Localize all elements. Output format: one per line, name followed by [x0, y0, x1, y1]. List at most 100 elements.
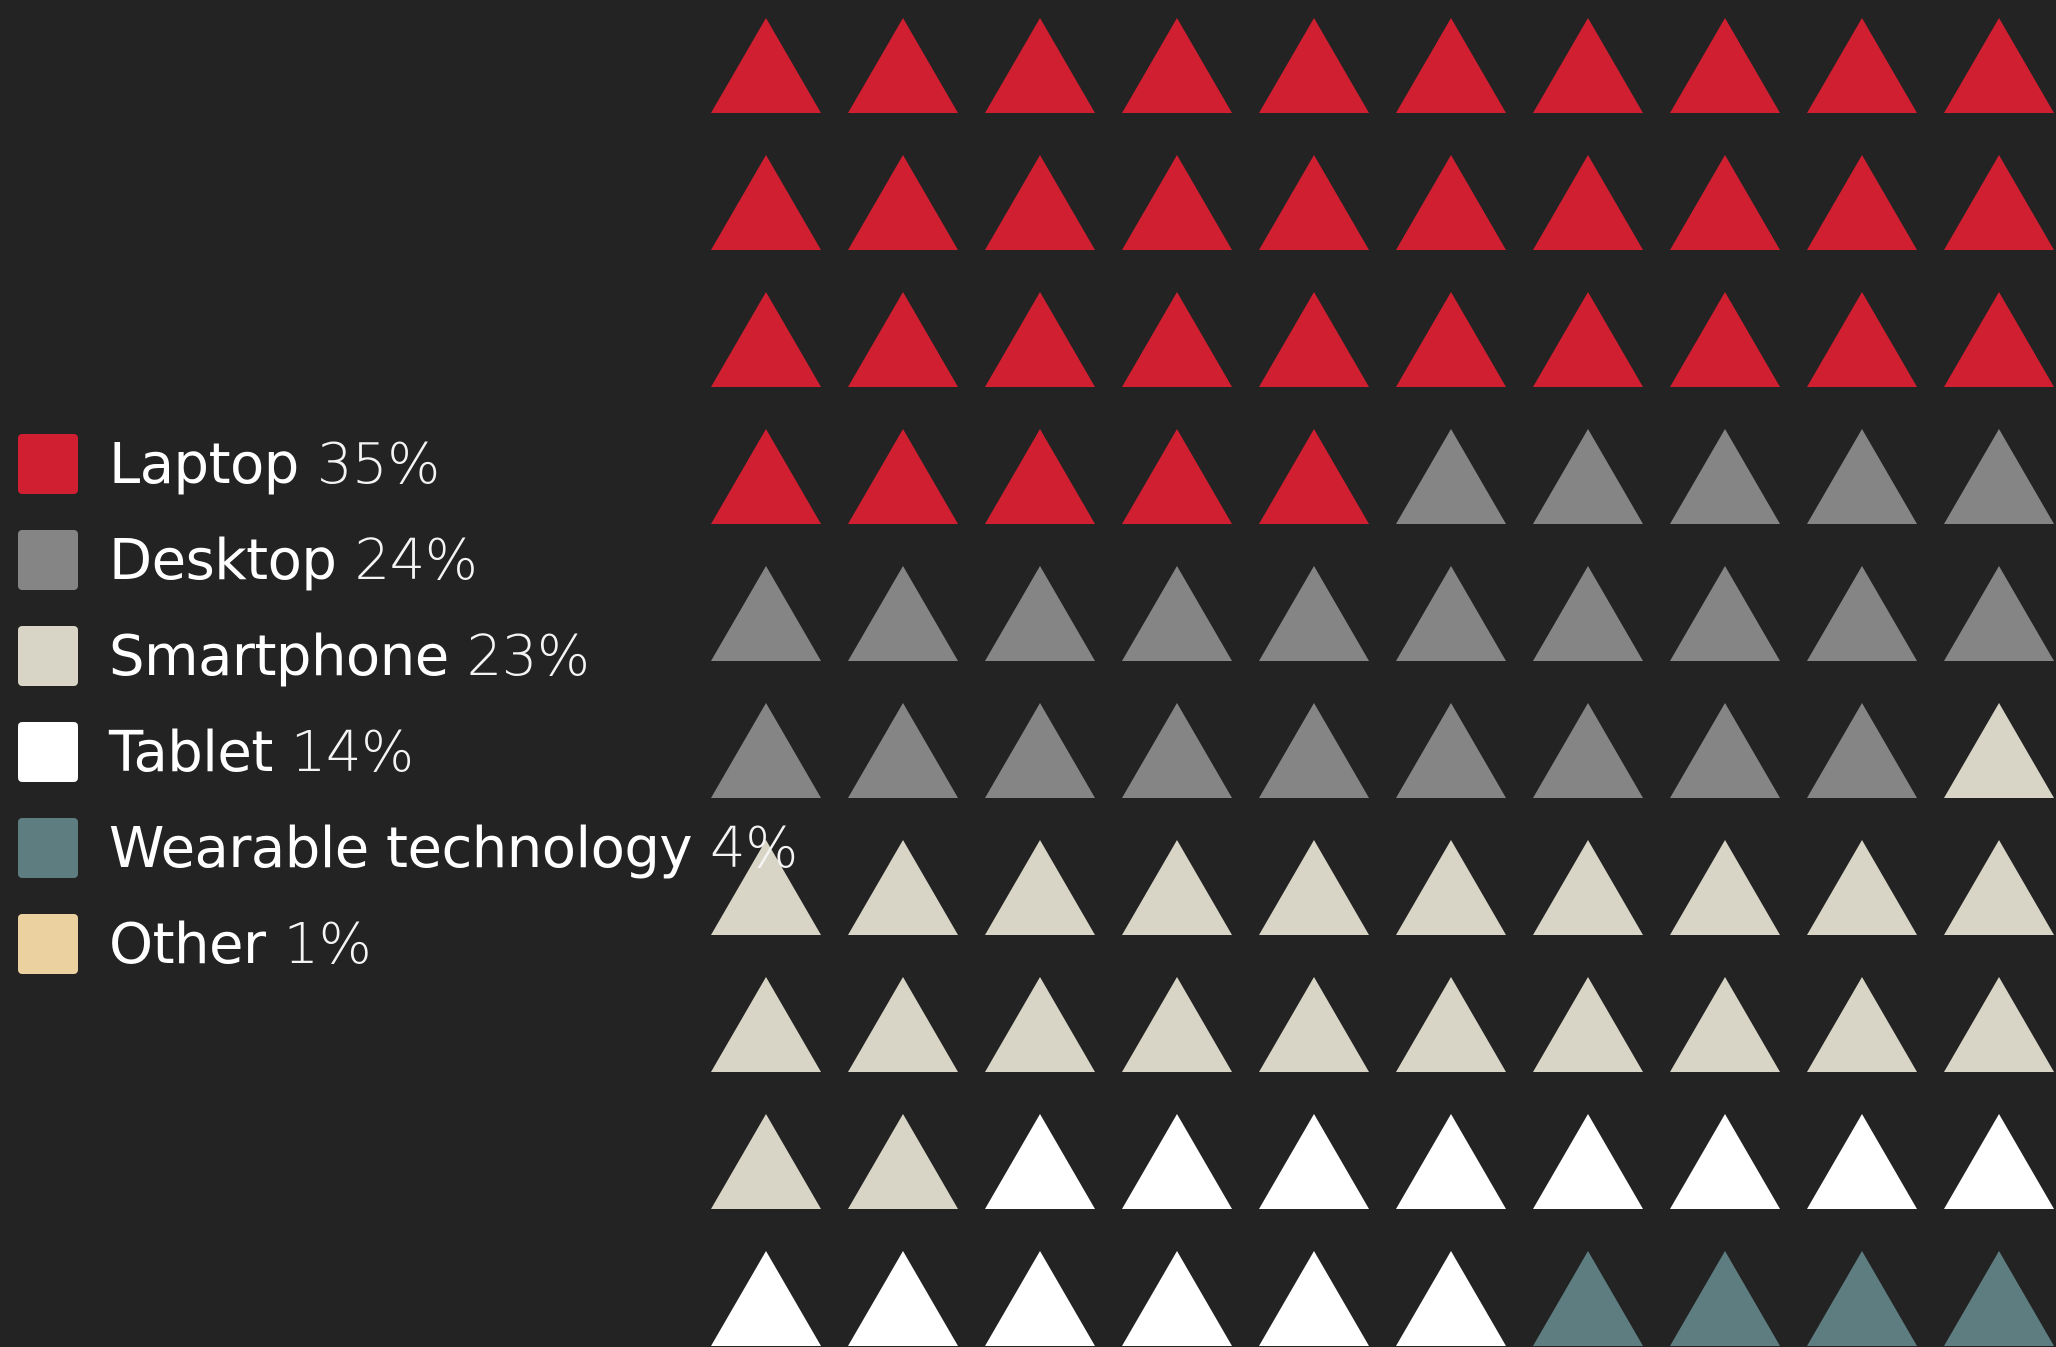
waffle-cell-laptop — [1670, 292, 1780, 387]
waffle-cell-laptop — [848, 292, 958, 387]
waffle-cell-tablet — [1670, 1114, 1780, 1209]
legend-value-other: 1% — [283, 911, 372, 977]
waffle-cell-tablet — [1259, 1251, 1369, 1346]
waffle-cell-desktop — [1122, 703, 1232, 798]
waffle-cell-desktop — [1670, 703, 1780, 798]
waffle-cell-smartphone — [848, 840, 958, 935]
waffle-cell-desktop — [1122, 566, 1232, 661]
waffle-cell-tablet — [1122, 1114, 1232, 1209]
waffle-cell-desktop — [1396, 429, 1506, 524]
waffle-cell-smartphone — [985, 840, 1095, 935]
legend-swatch-wearable-technology — [18, 818, 78, 878]
waffle-cell-smartphone — [1670, 840, 1780, 935]
waffle-cell-laptop — [1122, 18, 1232, 113]
waffle-cell-smartphone — [1259, 977, 1369, 1072]
legend-item-tablet: Tablet 14% — [18, 704, 798, 800]
waffle-cell-laptop — [1807, 292, 1917, 387]
legend-value-tablet: 14% — [290, 719, 414, 785]
waffle-cell-tablet — [985, 1114, 1095, 1209]
legend-item-desktop: Desktop 24% — [18, 512, 798, 608]
waffle-cell-laptop — [1807, 155, 1917, 250]
waffle-cell-desktop — [848, 566, 958, 661]
legend-label-smartphone: Smartphone — [109, 623, 449, 689]
waffle-cell-desktop — [1807, 566, 1917, 661]
waffle-cell-wearable-technology — [1533, 1251, 1643, 1346]
waffle-cell-wearable-technology — [1944, 1251, 2054, 1346]
legend-swatch-laptop — [18, 434, 78, 494]
waffle-cell-laptop — [1670, 18, 1780, 113]
waffle-cell-laptop — [1944, 292, 2054, 387]
waffle-cell-smartphone — [1122, 977, 1232, 1072]
waffle-cell-smartphone — [848, 1114, 958, 1209]
waffle-cell-laptop — [848, 155, 958, 250]
legend-item-other: Other 1% — [18, 896, 798, 992]
waffle-cell-desktop — [1944, 429, 2054, 524]
legend-label-desktop: Desktop — [109, 527, 337, 593]
waffle-cell-laptop — [1122, 429, 1232, 524]
waffle-cell-laptop — [1670, 155, 1780, 250]
waffle-cell-desktop — [711, 566, 821, 661]
waffle-cell-laptop — [1259, 18, 1369, 113]
waffle-cell-laptop — [1259, 429, 1369, 524]
waffle-cell-smartphone — [1533, 840, 1643, 935]
waffle-cell-desktop — [1396, 566, 1506, 661]
waffle-cell-desktop — [1944, 566, 2054, 661]
waffle-cell-laptop — [711, 292, 821, 387]
waffle-cell-desktop — [985, 703, 1095, 798]
waffle-cell-smartphone — [1122, 840, 1232, 935]
waffle-cell-smartphone — [985, 977, 1095, 1072]
waffle-cell-desktop — [1670, 566, 1780, 661]
waffle-cell-smartphone — [1944, 840, 2054, 935]
waffle-cell-tablet — [1396, 1251, 1506, 1346]
legend-value-laptop: 35% — [316, 431, 440, 497]
waffle-cell-smartphone — [1533, 977, 1643, 1072]
waffle-cell-smartphone — [848, 977, 958, 1072]
legend-label-other: Other — [109, 911, 266, 977]
waffle-cell-laptop — [711, 429, 821, 524]
waffle-cell-smartphone — [1944, 703, 2054, 798]
legend-item-wearable-technology: Wearable technology 4% — [18, 800, 798, 896]
legend-label-tablet: Tablet — [109, 719, 273, 785]
waffle-cell-desktop — [848, 703, 958, 798]
waffle-cell-tablet — [985, 1251, 1095, 1346]
waffle-cell-tablet — [1396, 1114, 1506, 1209]
legend-swatch-desktop — [18, 530, 78, 590]
waffle-cell-smartphone — [1396, 977, 1506, 1072]
waffle-cell-tablet — [711, 1251, 821, 1346]
legend-label-laptop: Laptop — [109, 431, 299, 497]
waffle-cell-smartphone — [1259, 840, 1369, 935]
waffle-cell-desktop — [711, 703, 821, 798]
waffle-cell-desktop — [985, 566, 1095, 661]
waffle-cell-laptop — [848, 429, 958, 524]
waffle-cell-laptop — [1396, 155, 1506, 250]
waffle-cell-smartphone — [1944, 977, 2054, 1072]
waffle-cell-laptop — [1533, 155, 1643, 250]
waffle-cell-desktop — [1259, 703, 1369, 798]
waffle-cell-desktop — [1533, 429, 1643, 524]
waffle-cell-laptop — [711, 18, 821, 113]
waffle-cell-laptop — [711, 155, 821, 250]
waffle-cell-tablet — [848, 1251, 958, 1346]
waffle-cell-tablet — [1533, 1114, 1643, 1209]
legend: Laptop 35% Desktop 24% Smartphone 23% Ta… — [18, 416, 798, 992]
legend-item-smartphone: Smartphone 23% — [18, 608, 798, 704]
waffle-cell-laptop — [1533, 18, 1643, 113]
waffle-cell-tablet — [1807, 1114, 1917, 1209]
waffle-cell-smartphone — [711, 840, 821, 935]
waffle-cell-laptop — [1259, 155, 1369, 250]
waffle-cell-laptop — [1259, 292, 1369, 387]
waffle-cell-desktop — [1533, 703, 1643, 798]
legend-value-wearable-technology: 4% — [710, 815, 798, 881]
waffle-cell-laptop — [1122, 292, 1232, 387]
waffle-cell-laptop — [848, 18, 958, 113]
waffle-cell-wearable-technology — [1670, 1251, 1780, 1346]
legend-value-smartphone: 23% — [466, 623, 590, 689]
waffle-cell-smartphone — [711, 1114, 821, 1209]
waffle-cell-laptop — [1807, 18, 1917, 113]
waffle-cell-laptop — [985, 292, 1095, 387]
legend-swatch-smartphone — [18, 626, 78, 686]
waffle-cell-desktop — [1533, 566, 1643, 661]
legend-swatch-tablet — [18, 722, 78, 782]
